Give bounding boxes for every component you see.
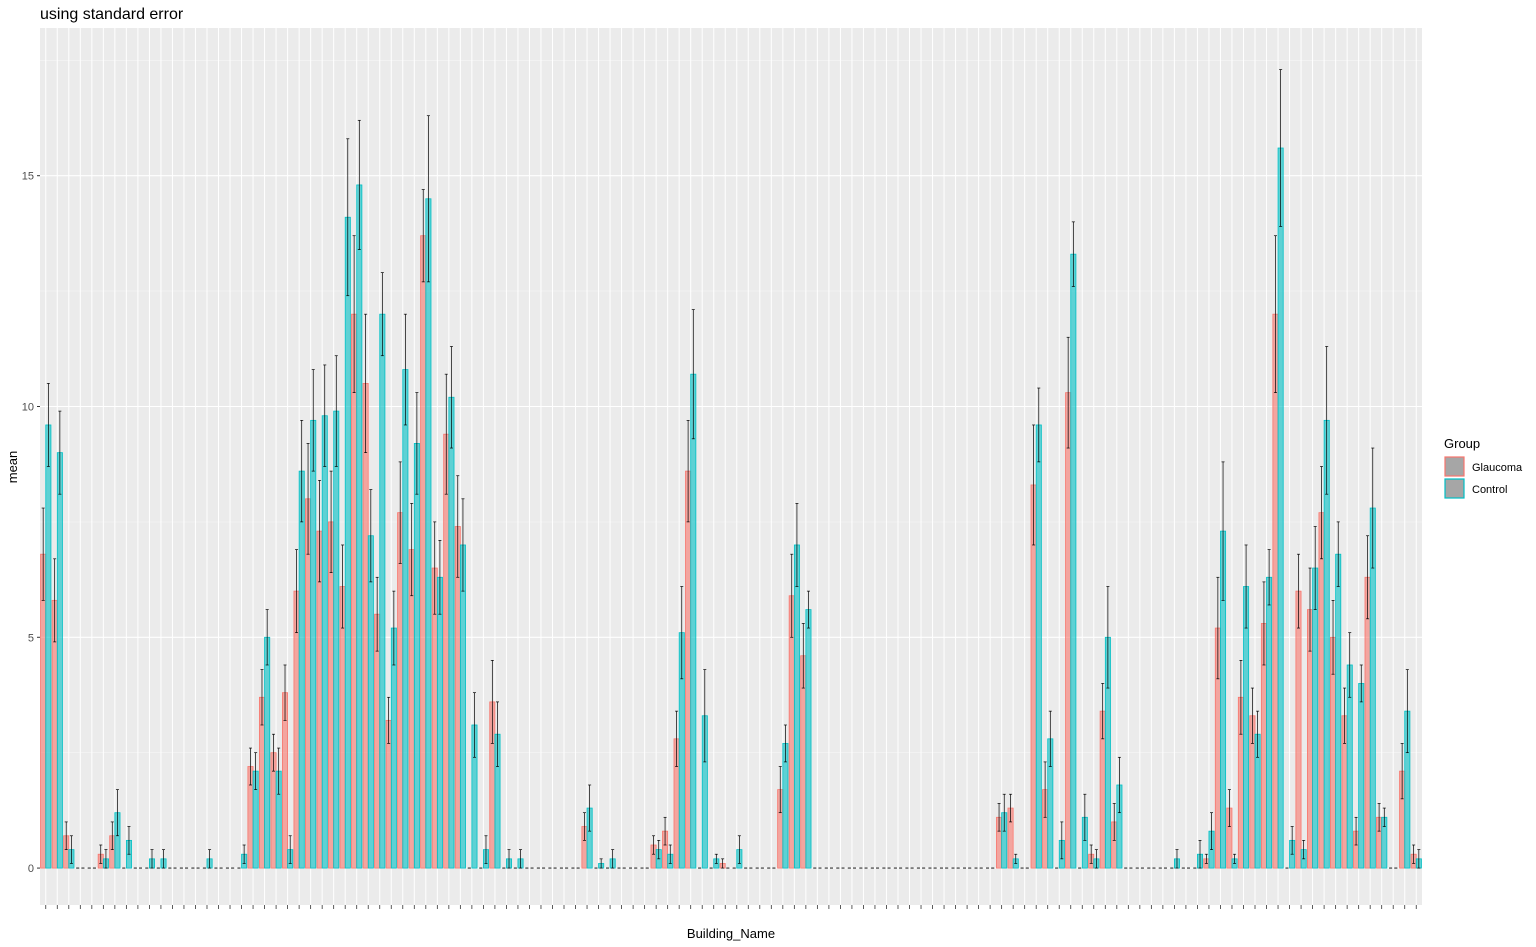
bar <box>1272 313 1279 869</box>
bar <box>356 184 363 869</box>
legend-title: Group <box>1444 436 1480 451</box>
bar <box>448 396 455 869</box>
legend-label: Control <box>1472 484 1507 496</box>
bar <box>1295 590 1302 869</box>
bar <box>333 410 340 869</box>
bar <box>1266 576 1273 869</box>
bar <box>1335 553 1342 869</box>
bar <box>436 576 443 869</box>
bar <box>40 553 47 869</box>
bar <box>443 433 450 869</box>
bar <box>459 544 466 869</box>
bar <box>379 313 386 869</box>
bar <box>328 521 335 869</box>
bar <box>1035 424 1042 869</box>
bar <box>351 313 358 869</box>
bar <box>344 216 351 869</box>
bar <box>793 544 800 869</box>
legend-swatch <box>1444 478 1465 499</box>
bar <box>397 512 404 869</box>
y-tick-label: 0 <box>28 863 34 875</box>
bar <box>264 636 271 869</box>
bar <box>1277 147 1284 869</box>
bar <box>321 415 328 869</box>
bar <box>805 609 812 869</box>
bar <box>454 526 461 869</box>
y-axis-title: mean <box>5 451 20 484</box>
bar <box>1070 253 1077 869</box>
bar <box>425 198 432 869</box>
plot-panel <box>40 28 1422 905</box>
legend-label: Glaucoma <box>1472 462 1523 474</box>
x-axis-title: Building_Name <box>687 926 775 941</box>
y-tick-label: 15 <box>22 171 34 183</box>
bar <box>413 443 420 869</box>
bar <box>1243 586 1250 869</box>
bar <box>56 452 63 869</box>
chart-title: using standard error <box>40 6 184 23</box>
bar <box>367 535 374 869</box>
bar <box>690 373 697 869</box>
bar <box>310 419 317 869</box>
bar <box>1358 683 1365 869</box>
bar <box>420 235 427 869</box>
bar <box>1065 392 1072 869</box>
bar <box>402 369 409 869</box>
bar <box>408 549 415 869</box>
bar <box>1364 576 1371 869</box>
y-tick-label: 5 <box>28 632 34 644</box>
bar <box>362 383 369 869</box>
bar <box>685 470 692 869</box>
y-tick-label: 10 <box>22 401 34 413</box>
bar <box>45 424 52 869</box>
legend-swatch <box>1444 456 1465 477</box>
bar <box>374 613 381 869</box>
bar <box>298 470 305 869</box>
bar <box>1312 567 1319 869</box>
bar <box>339 586 346 869</box>
bar <box>1318 512 1325 869</box>
